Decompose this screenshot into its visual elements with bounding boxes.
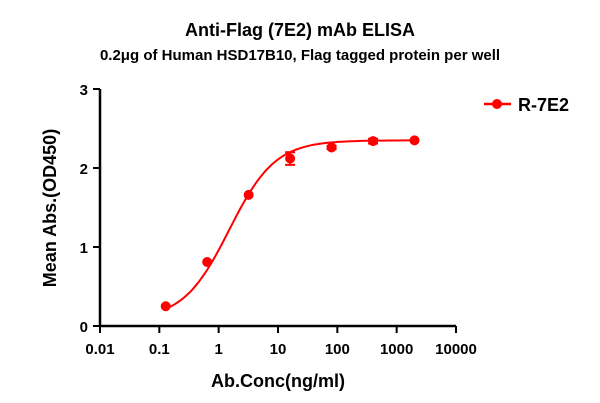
x-tick-label: 10 bbox=[270, 341, 287, 358]
x-tick-label: 100 bbox=[325, 341, 350, 358]
y-tick-label: 1 bbox=[80, 240, 88, 257]
y-axis-label: Mean Abs.(OD450) bbox=[40, 129, 60, 287]
y-tick-label: 0 bbox=[80, 319, 88, 336]
data-point bbox=[409, 135, 420, 146]
legend-marker bbox=[492, 99, 502, 109]
chart-subtitle: 0.2μg of Human HSD17B10, Flag tagged pro… bbox=[100, 47, 500, 64]
y-tick-label: 3 bbox=[80, 82, 88, 99]
x-tick-label: 1 bbox=[214, 341, 222, 358]
data-point bbox=[285, 153, 296, 164]
x-tick-label: 1000 bbox=[380, 341, 413, 358]
data-point bbox=[326, 142, 337, 153]
chart-title: Anti-Flag (7E2) mAb ELISA bbox=[185, 20, 415, 40]
x-tick-label: 0.1 bbox=[149, 341, 170, 358]
data-point bbox=[368, 136, 379, 147]
x-axis-label: Ab.Conc(ng/ml) bbox=[211, 371, 345, 391]
y-tick-label: 2 bbox=[80, 161, 88, 178]
data-point bbox=[202, 257, 213, 268]
x-tick-label: 10000 bbox=[435, 341, 477, 358]
data-point bbox=[243, 189, 254, 200]
x-tick-label: 0.01 bbox=[85, 341, 114, 358]
legend-label: R-7E2 bbox=[518, 95, 569, 115]
legend: R-7E2 bbox=[484, 95, 569, 115]
data-point bbox=[160, 301, 171, 312]
